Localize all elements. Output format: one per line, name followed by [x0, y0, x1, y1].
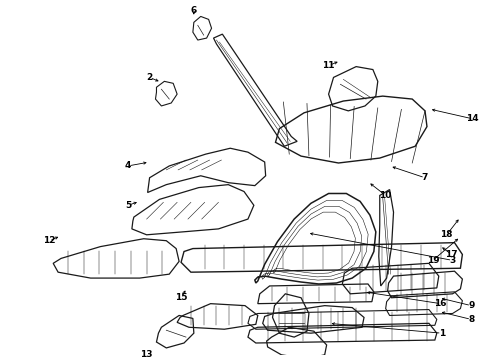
Text: 8: 8 — [468, 315, 474, 324]
Text: 13: 13 — [141, 350, 153, 359]
Text: 1: 1 — [439, 329, 445, 338]
Text: 19: 19 — [427, 256, 439, 265]
Text: 17: 17 — [445, 250, 458, 259]
Text: 12: 12 — [43, 236, 55, 245]
Text: 9: 9 — [468, 301, 474, 310]
Text: 18: 18 — [441, 230, 453, 239]
Text: 14: 14 — [466, 114, 479, 123]
Text: 5: 5 — [125, 201, 131, 210]
Text: 11: 11 — [322, 61, 335, 70]
Text: 4: 4 — [125, 161, 131, 170]
Text: 6: 6 — [191, 6, 197, 15]
Text: 2: 2 — [147, 73, 153, 82]
Text: 3: 3 — [449, 256, 456, 265]
Text: 10: 10 — [379, 191, 392, 200]
Text: 7: 7 — [422, 173, 428, 182]
Text: 16: 16 — [435, 299, 447, 308]
Text: 15: 15 — [175, 293, 187, 302]
